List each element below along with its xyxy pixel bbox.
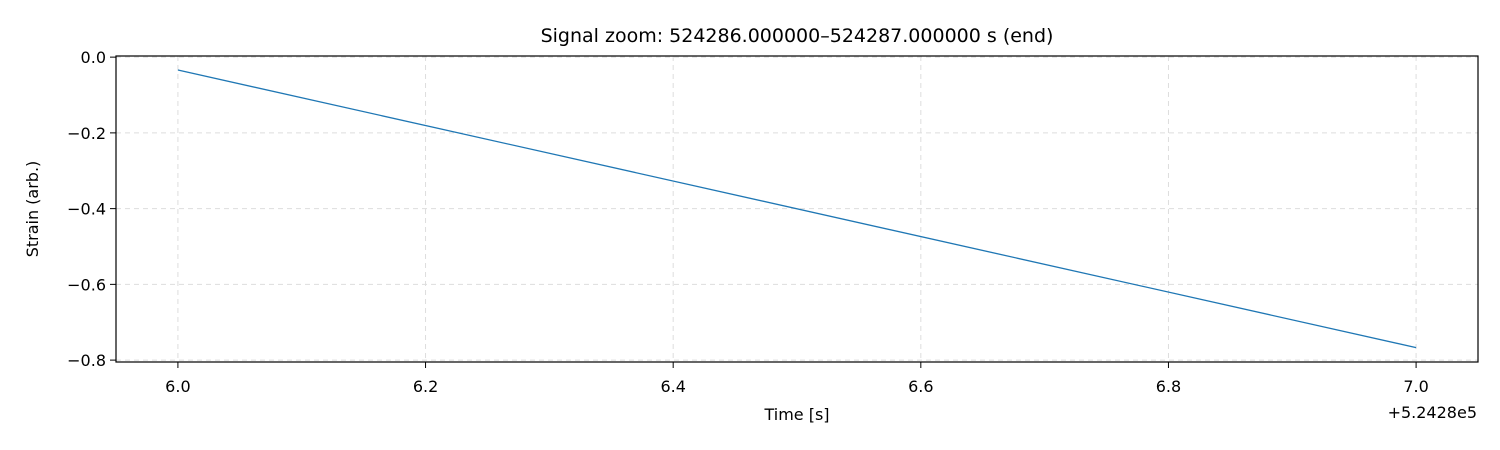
series-line bbox=[177, 69, 1417, 349]
x-tick-label: 6.4 bbox=[660, 377, 685, 396]
x-tick-label: 6.0 bbox=[165, 377, 190, 396]
y-tick-label: −0.4 bbox=[67, 200, 106, 219]
grid bbox=[116, 56, 1478, 362]
x-tick-label: 7.0 bbox=[1403, 377, 1428, 396]
y-ticks: 0.0 −0.2 −0.4 −0.6 −0.8 bbox=[67, 48, 116, 370]
x-tick-label: 6.2 bbox=[413, 377, 438, 396]
x-tick-label: 6.8 bbox=[1156, 377, 1181, 396]
chart-title: Signal zoom: 524286.000000–524287.000000… bbox=[541, 25, 1054, 47]
y-tick-label: −0.2 bbox=[67, 124, 106, 143]
y-tick-label: 0.0 bbox=[81, 48, 106, 67]
x-axis-label: Time [s] bbox=[763, 405, 829, 424]
x-ticks: 6.0 6.2 6.4 6.6 6.8 7.0 bbox=[165, 362, 1429, 396]
series-layer bbox=[177, 69, 1417, 349]
y-tick-label: −0.8 bbox=[67, 351, 106, 370]
y-tick-label: −0.6 bbox=[67, 275, 106, 294]
x-tick-label: 6.6 bbox=[908, 377, 933, 396]
x-axis-offset-label: +5.2428e5 bbox=[1388, 403, 1477, 422]
y-axis-label: Strain (arb.) bbox=[23, 161, 42, 258]
